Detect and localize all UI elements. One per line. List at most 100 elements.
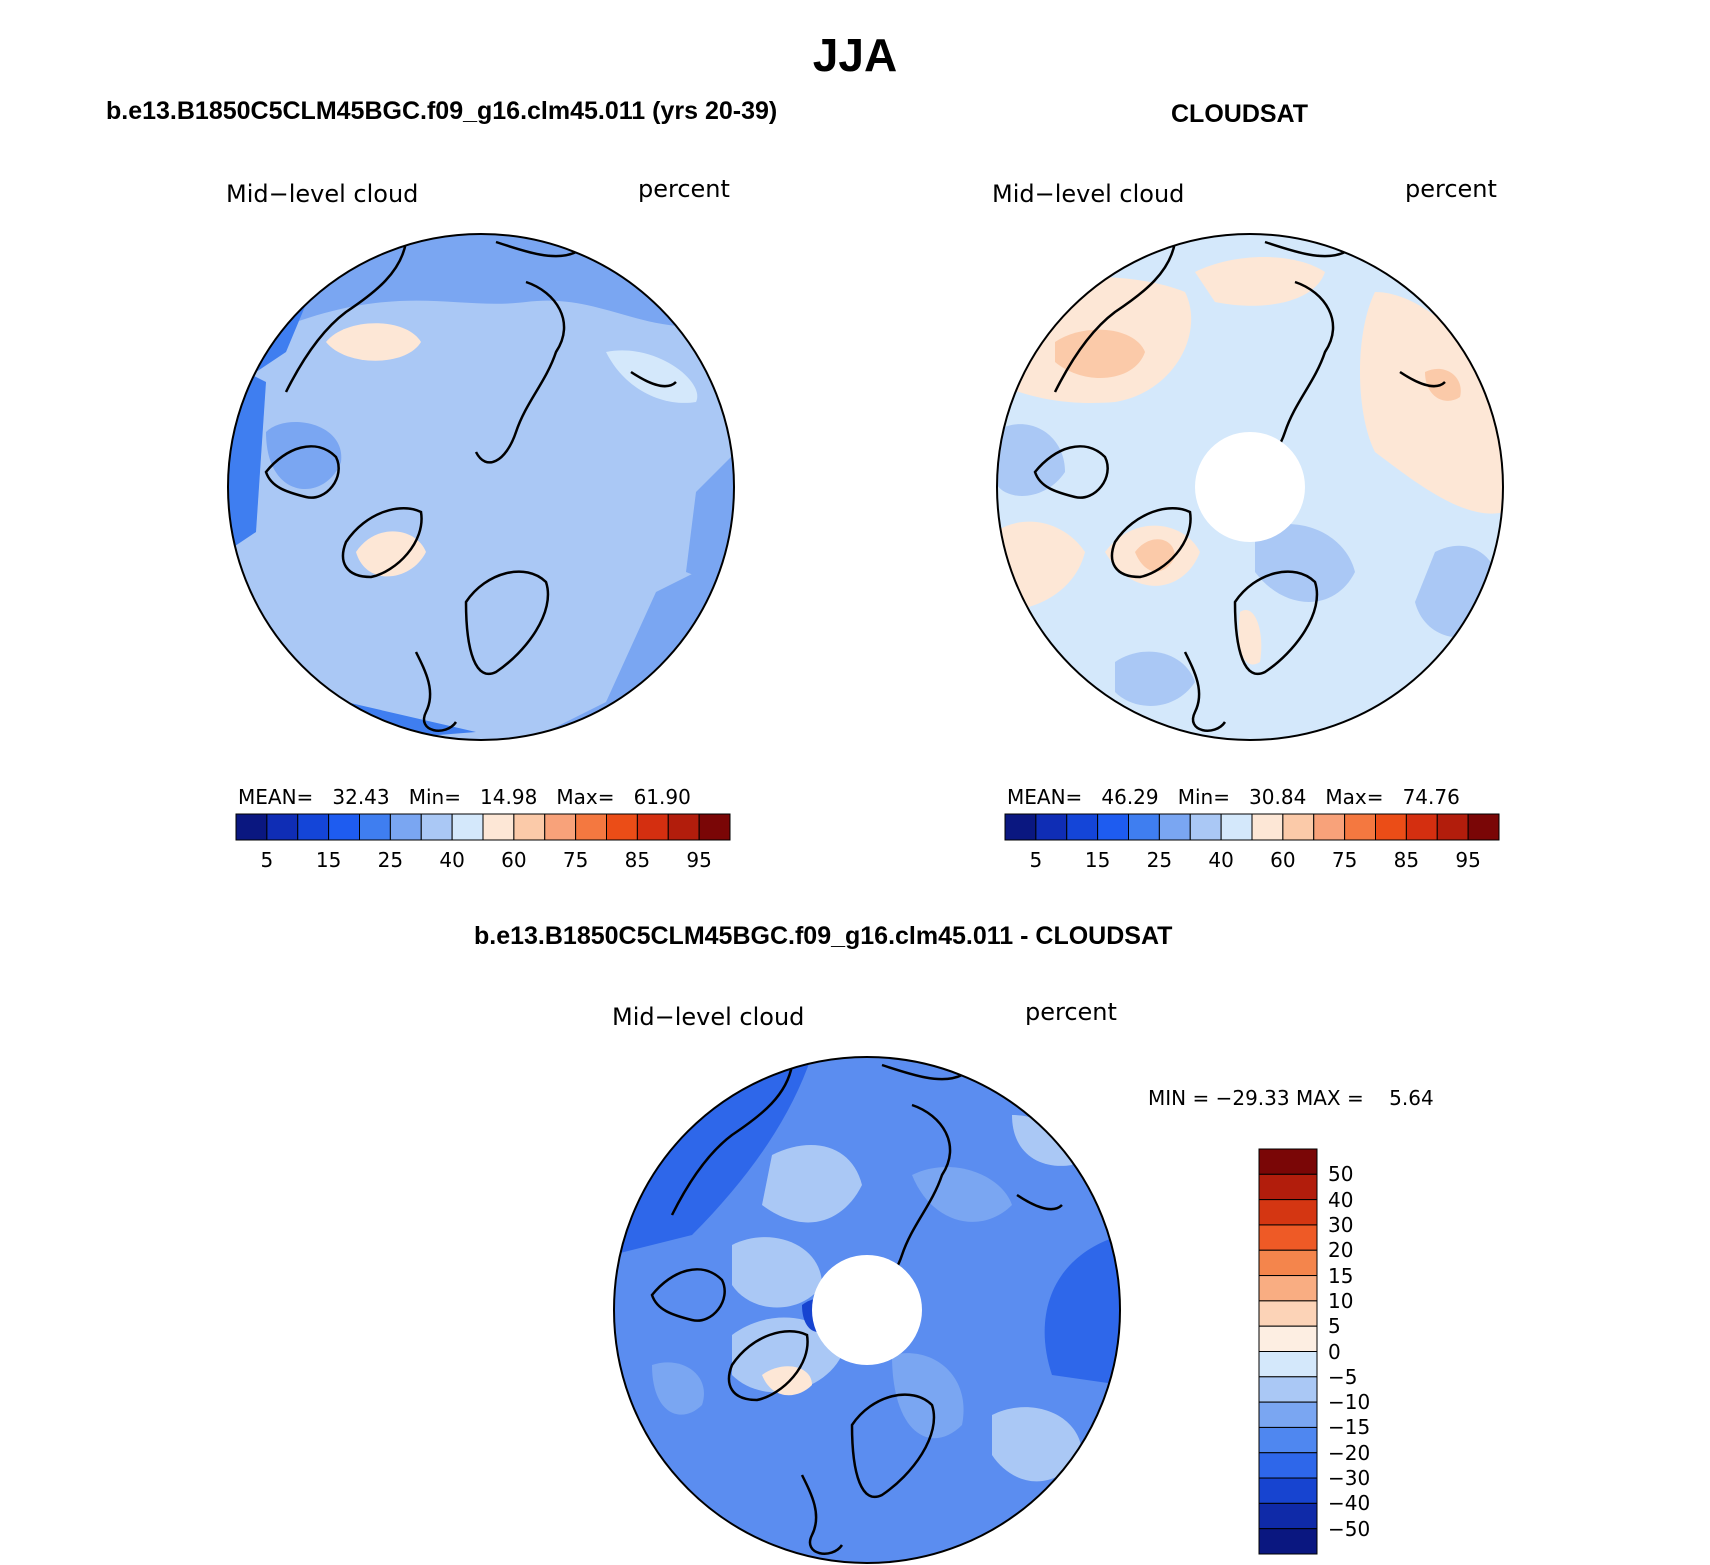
colorbar-swatch	[482, 813, 515, 841]
panel-2-field-label: Mid−level cloud	[992, 180, 1185, 208]
colorbar-swatch	[1220, 813, 1253, 841]
colorbar-swatch	[606, 813, 638, 841]
diff-units-label: percent	[1025, 998, 1117, 1026]
colorbar-swatch	[1258, 1199, 1318, 1226]
colorbar-tick-label: 0	[1328, 1339, 1341, 1364]
colorbar-tick-label: 60	[1270, 848, 1296, 872]
colorbar-tick-label: 5	[260, 848, 274, 872]
colorbar-tick-label: 40	[1328, 1187, 1354, 1212]
colorbar-swatch	[235, 813, 268, 841]
panel-1-field-fill	[228, 234, 734, 740]
colorbar-tick-label: 60	[501, 848, 527, 872]
colorbar-swatch	[1258, 1249, 1318, 1277]
colorbar-tick-label: 85	[624, 848, 651, 872]
colorbar-swatch	[1258, 1528, 1318, 1555]
colorbar-swatch	[1258, 1502, 1318, 1530]
colorbar-swatch	[1258, 1351, 1318, 1378]
colorbar-tick-label: 5	[1029, 848, 1043, 872]
colorbar-swatch	[420, 813, 453, 841]
colorbar-swatch	[1375, 813, 1407, 841]
colorbar-swatch	[1189, 813, 1222, 841]
diff-minmax: MIN = −29.33 MAX = 5.64	[1148, 1086, 1434, 1110]
colorbar-swatch	[1066, 813, 1099, 841]
colorbar-swatch	[1258, 1275, 1318, 1302]
colorbar-swatch	[1004, 813, 1037, 841]
colorbar-swatch	[1251, 813, 1284, 841]
colorbar-tick-label: 25	[1146, 848, 1173, 872]
colorbar-swatch	[1258, 1148, 1318, 1175]
colorbar-swatch	[1258, 1401, 1318, 1428]
panel-2-colorbar-ticks: 5 15 25 40 60 75 85 95	[1005, 848, 1499, 874]
diff-pole-hole	[812, 1255, 922, 1365]
colorbar-tick-label: −20	[1328, 1440, 1371, 1465]
panel-1-stats: MEAN= 32.43 Min= 14.98 Max= 61.90	[238, 785, 691, 809]
colorbar-tick-label: 95	[1455, 848, 1481, 872]
panel-1-colorbar	[235, 813, 731, 841]
colorbar-tick-label: 25	[377, 848, 404, 872]
colorbar-swatch	[328, 813, 360, 841]
colorbar-tick-label: −10	[1328, 1390, 1371, 1415]
colorbar-swatch	[1282, 813, 1315, 841]
panel-2-pole-hole	[1195, 432, 1305, 542]
colorbar-tick-label: 40	[439, 848, 465, 872]
panel-2-units-label: percent	[1405, 175, 1497, 203]
colorbar-tick-label: 10	[1328, 1288, 1354, 1313]
colorbar-tick-label: 30	[1328, 1212, 1354, 1237]
colorbar-swatch	[1258, 1477, 1318, 1504]
colorbar-swatch	[1258, 1325, 1318, 1352]
panel-1-polar-map	[227, 233, 735, 741]
diff-polar-map	[613, 1056, 1121, 1564]
panel-1-units-label: percent	[638, 175, 730, 203]
main-title: JJA	[812, 29, 898, 81]
colorbar-tick-label: 75	[1331, 848, 1358, 872]
panel-1-colorbar-ticks: 5 15 25 40 60 75 85 95	[236, 848, 730, 874]
colorbar-tick-label: 15	[1328, 1263, 1354, 1288]
panel-1-coastlines	[264, 240, 677, 732]
colorbar-swatch	[297, 813, 330, 841]
colorbar-swatch	[1258, 1173, 1318, 1201]
colorbar-tick-label: −15	[1328, 1415, 1371, 1440]
diff-colorbar	[1258, 1148, 1318, 1555]
panel-2-polar-map	[996, 233, 1504, 741]
panel-1-case-title: b.e13.B1850C5CLM45BGC.f09_g16.clm45.011 …	[106, 97, 778, 125]
colorbar-tick-label: −30	[1328, 1466, 1371, 1491]
colorbar-swatch	[575, 813, 607, 841]
colorbar-swatch	[1436, 813, 1469, 841]
diff-colorbar-ticks: 50 40 30 20 15 10 5 0 −5 −10 −15 −20 −30 −40 −50	[1328, 1149, 1418, 1554]
colorbar-tick-label: 50	[1328, 1162, 1354, 1187]
colorbar-tick-label: 5	[1328, 1314, 1341, 1339]
colorbar-swatch	[1258, 1224, 1318, 1251]
colorbar-tick-label: −50	[1328, 1516, 1371, 1541]
panel-2-stats: MEAN= 46.29 Min= 30.84 Max= 74.76	[1007, 785, 1460, 809]
colorbar-tick-label: 85	[1393, 848, 1420, 872]
colorbar-swatch	[1258, 1452, 1318, 1479]
colorbar-swatch	[636, 813, 669, 841]
panel-1-field-label: Mid−level cloud	[226, 180, 419, 208]
colorbar-swatch	[1258, 1300, 1318, 1327]
colorbar-swatch	[698, 813, 731, 841]
colorbar-swatch	[1128, 813, 1160, 841]
diff-case-title: b.e13.B1850C5CLM45BGC.f09_g16.clm45.011 …	[474, 922, 1173, 950]
colorbar-tick-label: 15	[315, 848, 342, 872]
colorbar-tick-label: 15	[1084, 848, 1111, 872]
colorbar-tick-label: −40	[1328, 1491, 1371, 1516]
colorbar-tick-label: 40	[1208, 848, 1234, 872]
colorbar-tick-label: 95	[686, 848, 712, 872]
panel-2-case-title: CLOUDSAT	[1171, 100, 1309, 128]
colorbar-swatch	[1313, 813, 1346, 841]
colorbar-swatch	[389, 813, 422, 841]
colorbar-swatch	[1344, 813, 1376, 841]
colorbar-swatch	[266, 813, 299, 841]
colorbar-swatch	[1405, 813, 1438, 841]
colorbar-swatch	[1258, 1426, 1318, 1454]
colorbar-swatch	[667, 813, 700, 841]
colorbar-swatch	[451, 813, 484, 841]
colorbar-swatch	[1035, 813, 1068, 841]
colorbar-swatch	[1158, 813, 1191, 841]
colorbar-swatch	[1467, 813, 1500, 841]
colorbar-swatch	[513, 813, 546, 841]
colorbar-swatch	[1258, 1376, 1318, 1403]
panel-2-colorbar	[1004, 813, 1500, 841]
diff-field-label: Mid−level cloud	[612, 1003, 805, 1031]
colorbar-tick-label: 20	[1328, 1238, 1354, 1263]
